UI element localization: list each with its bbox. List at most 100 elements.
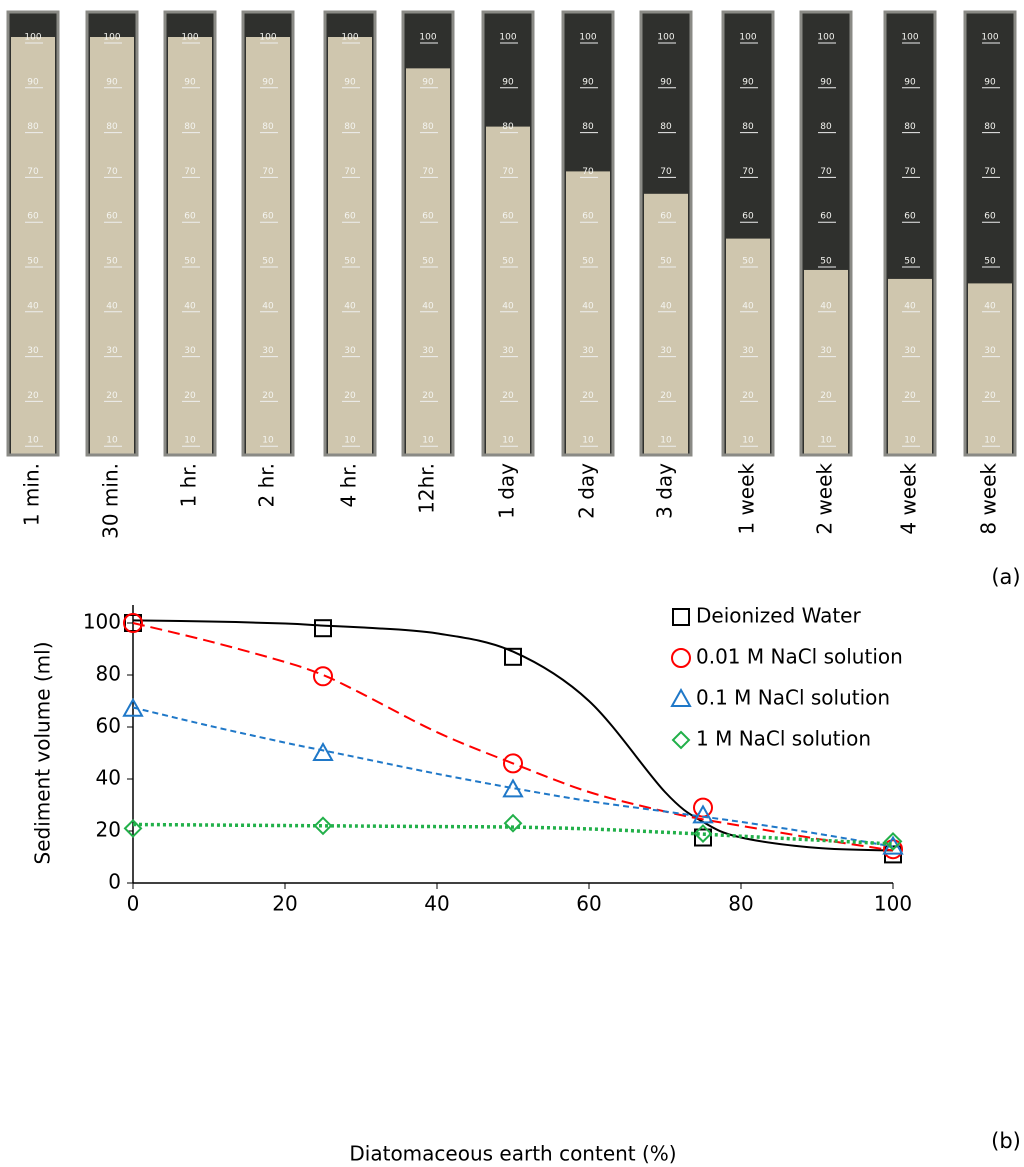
x-tick-label: 60 — [576, 892, 601, 916]
graduation-label: 20 — [502, 391, 514, 401]
time-label: 8 week — [977, 463, 1001, 535]
marker — [123, 818, 143, 838]
graduation-label: 90 — [344, 77, 356, 87]
graduation-label: 40 — [422, 301, 434, 311]
marker — [693, 824, 713, 844]
legend-label: 1 M NaCl solution — [696, 727, 871, 751]
glass-edge — [481, 10, 535, 457]
graduation-label: 100 — [24, 33, 41, 43]
graduation-label: 50 — [582, 257, 594, 267]
graduation-label: 60 — [820, 212, 832, 222]
graduation-label: 20 — [422, 391, 434, 401]
sediment — [11, 37, 55, 455]
graduation-label: 20 — [344, 391, 356, 401]
graduation-label: 90 — [582, 77, 594, 87]
graduation-label: 30 — [344, 346, 356, 356]
graduation-label: 40 — [344, 301, 356, 311]
graduation-label: 100 — [579, 33, 596, 43]
graduation-label: 30 — [106, 346, 118, 356]
marker — [694, 828, 712, 847]
graduation-label: 20 — [106, 391, 118, 401]
graduation-label: 80 — [820, 122, 832, 132]
graduation-label: 80 — [582, 122, 594, 132]
graduation-label: 50 — [820, 257, 832, 267]
graduation-label: 50 — [502, 257, 514, 267]
graduation-label: 50 — [27, 257, 39, 267]
y-tick-label: 20 — [96, 818, 121, 842]
marker — [314, 619, 332, 638]
graduation-label: 40 — [502, 301, 514, 311]
glass-edge — [963, 10, 1017, 457]
graduation-label: 10 — [422, 436, 434, 446]
time-label: 1 week — [735, 463, 759, 535]
marker — [670, 687, 692, 707]
graduation-label: 90 — [502, 77, 514, 87]
marker — [503, 753, 523, 774]
graduation-label: 70 — [344, 167, 356, 177]
graduation-label: 10 — [27, 436, 39, 446]
graduation-label: 100 — [419, 33, 436, 43]
glass-edge — [85, 10, 139, 457]
graduation-label: 30 — [262, 346, 274, 356]
graduation-label: 20 — [820, 391, 832, 401]
graduation-label: 10 — [502, 436, 514, 446]
graduation-label: 40 — [262, 301, 274, 311]
sediment — [328, 37, 372, 455]
graduation-label: 50 — [904, 257, 916, 267]
glass-edge — [163, 10, 217, 457]
glass-edge — [799, 10, 853, 457]
graduation-label: 10 — [742, 436, 754, 446]
sediment — [566, 171, 610, 455]
graduation-label: 70 — [422, 167, 434, 177]
marker — [123, 613, 143, 633]
graduation-label: 30 — [422, 346, 434, 356]
graduation-label: 90 — [742, 77, 754, 87]
sediment — [804, 269, 848, 455]
graduation-label: 20 — [904, 391, 916, 401]
glass-edge — [6, 10, 60, 457]
graduation-label: 40 — [742, 301, 754, 311]
graduation-label: 50 — [106, 257, 118, 267]
fit-curve — [132, 706, 894, 848]
graduation-label: 80 — [660, 122, 672, 132]
graduation-label: 80 — [984, 122, 996, 132]
fit-curve — [132, 622, 894, 852]
glass-edge — [241, 10, 295, 457]
graduation-label: 30 — [27, 346, 39, 356]
graduation-label: 60 — [582, 212, 594, 222]
y-tick-label: 40 — [96, 766, 121, 790]
glass-edge — [639, 10, 693, 457]
graduation-label: 90 — [660, 77, 672, 87]
x-tick-label: 0 — [127, 892, 140, 916]
graduation-label: 100 — [817, 33, 834, 43]
marker — [502, 778, 524, 798]
time-label: 1 min. — [20, 463, 44, 526]
graduation-label: 70 — [27, 167, 39, 177]
graduation-label: 60 — [27, 212, 39, 222]
glass-edge — [561, 10, 615, 457]
glass-edge — [323, 10, 377, 457]
graduation-label: 20 — [984, 391, 996, 401]
graduation-label: 90 — [184, 77, 196, 87]
graduation-label: 60 — [344, 212, 356, 222]
marker — [504, 647, 522, 666]
graduation-label: 50 — [184, 257, 196, 267]
graduation-label: 90 — [106, 77, 118, 87]
y-tick-label: 100 — [83, 610, 121, 634]
time-label: 4 week — [897, 463, 921, 535]
graduation-label: 50 — [660, 257, 672, 267]
sediment — [168, 37, 212, 455]
graduation-label: 40 — [582, 301, 594, 311]
marker — [671, 648, 691, 668]
graduation-label: 90 — [904, 77, 916, 87]
time-label: 2 week — [813, 463, 837, 535]
graduation-label: 100 — [499, 33, 516, 43]
graduation-label: 100 — [739, 33, 756, 43]
graduation-label: 60 — [422, 212, 434, 222]
graduation-label: 20 — [184, 391, 196, 401]
graduation-label: 60 — [502, 212, 514, 222]
x-tick-label: 80 — [728, 892, 753, 916]
graduation-label: 90 — [422, 77, 434, 87]
marker — [313, 666, 333, 687]
